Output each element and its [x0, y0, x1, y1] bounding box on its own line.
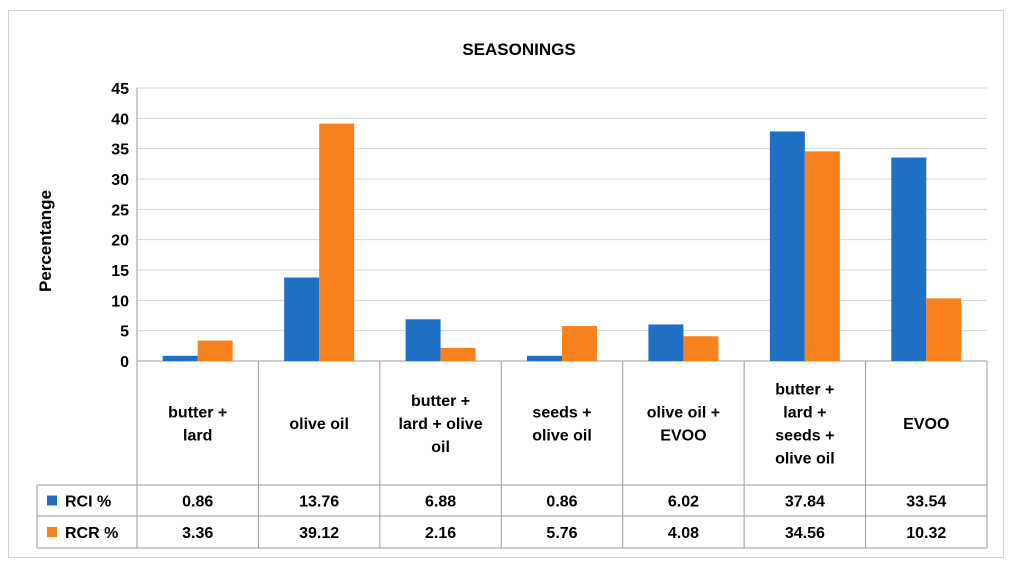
- data-table-value: 5.76: [546, 525, 577, 542]
- y-tick-label: 0: [120, 354, 129, 371]
- chart-svg: SEASONINGS Percentange 0 5 10 15 20 25 30 35 40 4…: [36, 40, 988, 549]
- category-label: olive oil: [532, 428, 592, 445]
- category-label: butter +: [168, 405, 227, 422]
- y-tick-label: 15: [111, 263, 129, 280]
- y-tick-label: 10: [111, 293, 129, 310]
- chart-frame: SEASONINGS Percentange 0 5 10 15 20 25 30 35 40 4…: [8, 10, 1004, 558]
- legend-label: RCR %: [65, 525, 118, 542]
- gridlines: [136, 87, 987, 362]
- category-label: EVOO: [660, 428, 706, 445]
- data-table-value: 33.54: [906, 494, 946, 511]
- data-table-value: 37.84: [785, 494, 825, 511]
- category-label: butter +: [411, 393, 470, 410]
- data-table-value: 10.32: [906, 525, 946, 542]
- data-table-value: 6.88: [425, 494, 456, 511]
- category-label: seeds +: [532, 405, 591, 422]
- bar-rci-2: [405, 319, 441, 361]
- y-tick-label: 45: [111, 81, 129, 98]
- data-table-value: 13.76: [299, 494, 339, 511]
- bar-rcr-2: [440, 347, 476, 361]
- data-table-value: 39.12: [299, 525, 339, 542]
- legend-label: RCI %: [65, 494, 111, 511]
- category-label: lard + olive: [399, 416, 483, 433]
- category-label: olive oil: [775, 451, 835, 468]
- y-tick-labels: 0 5 10 15 20 25 30 35 40 45: [111, 81, 129, 371]
- data-table-value: 0.86: [182, 494, 213, 511]
- category-label: oil: [431, 439, 450, 456]
- bar-rci-3: [527, 355, 562, 361]
- category-label: butter +: [775, 382, 834, 399]
- category-label: olive oil: [289, 416, 349, 433]
- chart-title: SEASONINGS: [462, 40, 575, 59]
- data-table-value: 34.56: [785, 525, 825, 542]
- legend-swatch-1: [47, 527, 57, 537]
- bar-rci-6: [891, 157, 927, 361]
- bar-rcr-5: [804, 151, 840, 361]
- category-label: EVOO: [903, 416, 949, 433]
- category-label: seeds +: [775, 428, 834, 445]
- bar-rcr-3: [562, 326, 597, 361]
- y-tick-label: 5: [120, 324, 129, 341]
- data-table-value: 2.16: [425, 525, 456, 542]
- bar-rci-5: [769, 131, 805, 361]
- bar-rcr-6: [926, 298, 962, 361]
- bar-rcr-4: [683, 336, 719, 361]
- bar-rcr-1: [319, 123, 355, 361]
- legend-swatch-0: [47, 495, 57, 506]
- y-axis-label: Percentange: [36, 190, 55, 292]
- bars: [162, 123, 962, 361]
- category-label: lard +: [783, 405, 826, 422]
- y-tick-label: 20: [111, 233, 129, 250]
- bar-rcr-0: [197, 340, 233, 361]
- data-table-value: 3.36: [182, 525, 213, 542]
- data-table: butter + lard olive oil butter + lard + oliv…: [36, 361, 988, 549]
- bar-rci-0: [162, 355, 198, 361]
- y-tick-label: 35: [111, 142, 129, 159]
- y-tick-label: 40: [111, 111, 129, 128]
- bar-rci-1: [284, 277, 320, 361]
- category-label: lard: [183, 428, 212, 445]
- data-table-value: 4.08: [668, 525, 699, 542]
- y-tick-label: 30: [111, 172, 129, 189]
- data-table-value: 0.86: [546, 494, 577, 511]
- bar-rci-4: [648, 324, 684, 361]
- data-table-value: 6.02: [668, 494, 699, 511]
- y-tick-label: 25: [111, 202, 129, 219]
- category-label: olive oil +: [647, 405, 720, 422]
